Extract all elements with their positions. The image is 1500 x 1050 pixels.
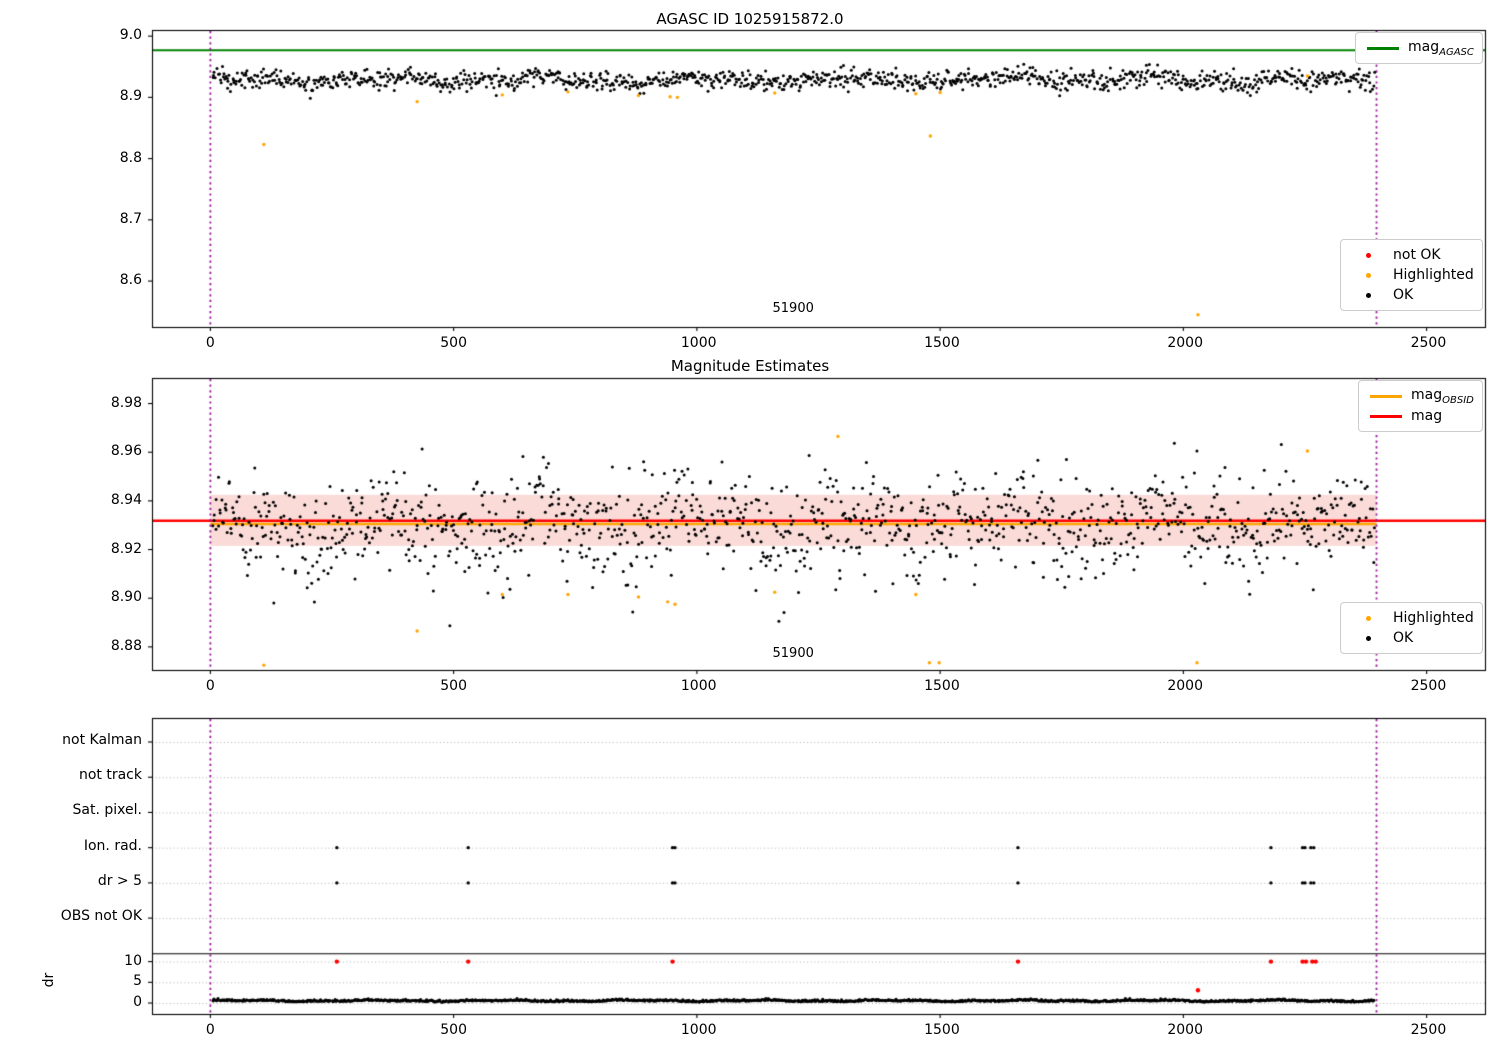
plot-canvas bbox=[0, 0, 1500, 1050]
figure-root: AGASC ID 1025915872.0 Magnitude Estimates… bbox=[0, 0, 1500, 1050]
